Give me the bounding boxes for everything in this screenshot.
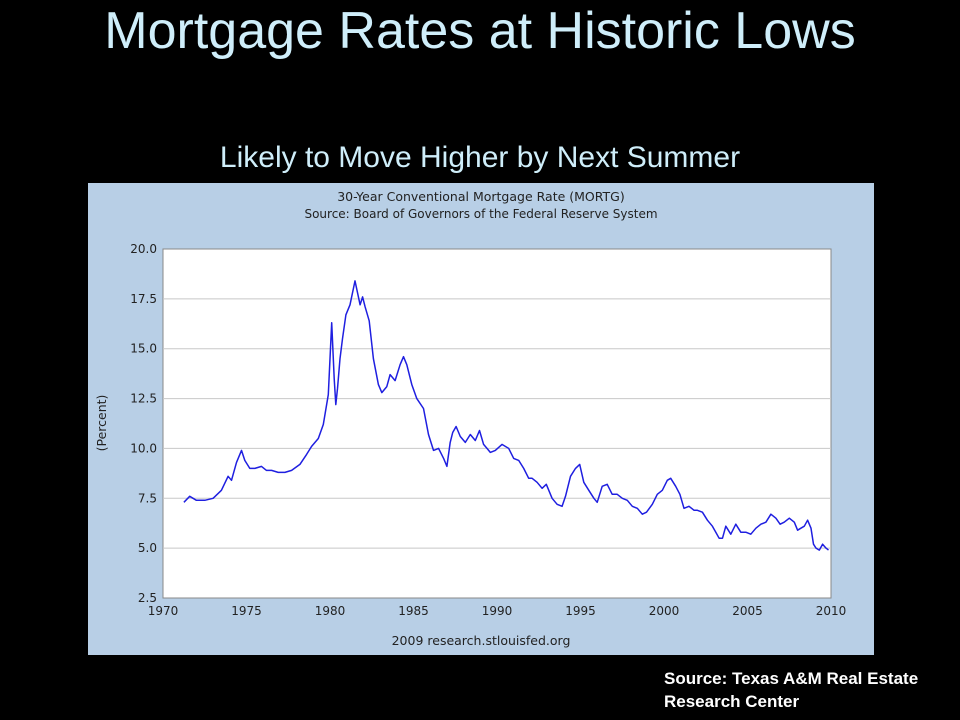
slide-subtitle: Likely to Move Higher by Next Summer	[219, 141, 741, 174]
x-tick-label: 1995	[565, 604, 596, 618]
x-tick-label: 2010	[816, 604, 847, 618]
source-note: Source: Texas A&M Real Estate Research C…	[664, 669, 919, 711]
y-tick-label: 5.0	[138, 541, 157, 555]
chart-footer: 2009 research.stlouisfed.org	[392, 633, 571, 648]
x-tick-label: 1985	[398, 604, 429, 618]
y-axis-label: (Percent)	[94, 395, 109, 452]
series-line	[183, 280, 829, 551]
y-tick-label: 10.0	[130, 441, 157, 455]
line-chart: 30-Year Conventional Mortgage Rate (MORT…	[94, 189, 847, 648]
x-tick-label: 1970	[148, 604, 179, 618]
y-tick-labels: 2.5 5.0 7.5 10.0 12.5 15.0 17.5 20.0	[130, 242, 157, 605]
y-tick-label: 17.5	[130, 292, 157, 306]
x-tick-label: 2005	[732, 604, 763, 618]
y-tick-label: 2.5	[138, 591, 157, 605]
x-tick-label: 2000	[649, 604, 680, 618]
y-tick-label: 20.0	[130, 242, 157, 256]
y-tick-label: 7.5	[138, 491, 157, 505]
y-tick-label: 15.0	[130, 342, 157, 356]
x-tick-label: 1990	[482, 604, 513, 618]
x-tick-labels: 1970 1975 1980 1985 1990 1995 2000 2005 2010	[148, 604, 847, 618]
y-tick-label: 12.5	[130, 392, 157, 406]
x-tick-label: 1980	[315, 604, 346, 618]
x-tick-label: 1975	[231, 604, 262, 618]
chart-title: 30-Year Conventional Mortgage Rate (MORT…	[337, 189, 625, 204]
chart-panel: 30-Year Conventional Mortgage Rate (MORT…	[88, 183, 874, 655]
chart-subtitle: Source: Board of Governors of the Federa…	[304, 207, 657, 221]
slide-title: Mortgage Rates at Historic Lows	[104, 2, 856, 60]
plot-area	[162, 248, 832, 599]
